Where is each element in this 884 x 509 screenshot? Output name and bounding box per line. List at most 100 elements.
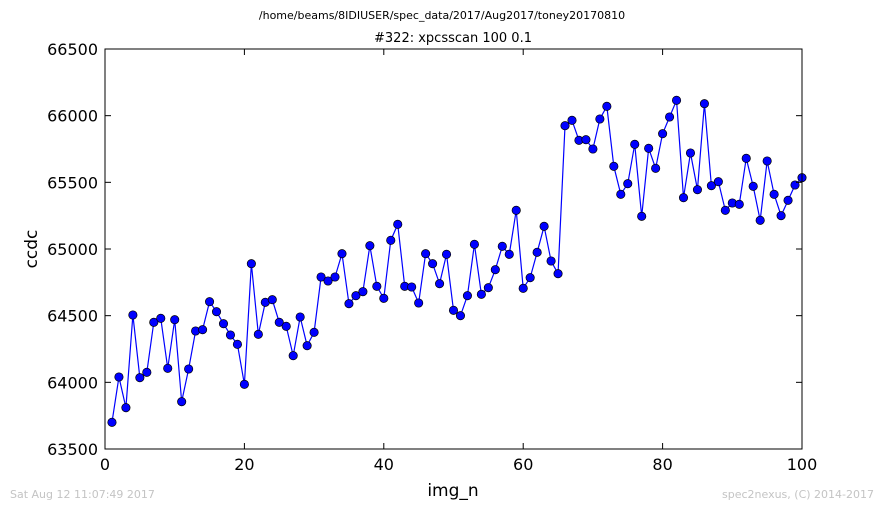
data-point — [351, 291, 361, 301]
data-point — [497, 241, 507, 251]
data-point — [114, 372, 124, 382]
data-point — [602, 101, 612, 111]
data-point — [414, 298, 424, 308]
y-tick-label: 66000 — [47, 107, 98, 126]
chart-title: #322: xpcsscan 100 0.1 — [374, 31, 532, 46]
data-point — [623, 179, 633, 189]
data-point — [504, 249, 514, 259]
data-point — [539, 221, 549, 231]
y-tick-label: 65000 — [47, 240, 98, 259]
data-point — [246, 259, 256, 269]
data-point — [588, 144, 598, 154]
axis-ticks: 0 20 40 60 80 100 63500 64000 64500 65000 65500 660… — [47, 40, 817, 474]
data-point — [616, 189, 626, 199]
data-point — [713, 177, 723, 187]
data-point — [748, 181, 758, 191]
credit-footer: spec2nexus, (C) 2014-2017 — [722, 488, 874, 501]
data-point — [692, 185, 702, 195]
data-point — [790, 180, 800, 190]
y-tick-label: 63500 — [47, 440, 98, 459]
data-point — [198, 325, 208, 335]
data-point — [678, 193, 689, 203]
data-point — [330, 272, 340, 282]
x-tick-label: 60 — [513, 455, 533, 474]
data-point — [170, 315, 180, 325]
data-point — [525, 273, 535, 283]
data-point — [441, 249, 452, 259]
x-tick-label: 80 — [652, 455, 672, 474]
data-point — [783, 195, 793, 205]
data-point — [658, 129, 668, 139]
data-point — [407, 282, 417, 292]
data-point — [288, 351, 298, 361]
data-point — [309, 327, 319, 337]
data-point — [281, 321, 291, 331]
plot-area — [107, 95, 807, 427]
data-point — [483, 283, 493, 293]
data-point — [421, 249, 431, 259]
data-point — [644, 143, 654, 153]
data-point — [665, 112, 675, 122]
data-point — [671, 95, 682, 105]
data-point — [609, 161, 619, 171]
data-point — [699, 99, 709, 109]
data-point — [211, 307, 222, 317]
data-point — [379, 293, 389, 303]
data-point — [386, 235, 396, 245]
data-point — [651, 163, 661, 173]
data-point — [595, 114, 605, 124]
data-point — [553, 269, 563, 279]
data-point — [567, 115, 577, 125]
data-point — [225, 330, 236, 340]
data-point — [630, 139, 640, 149]
data-point — [490, 265, 500, 275]
data-point — [128, 310, 138, 320]
data-point — [316, 272, 326, 282]
x-tick-label: 40 — [374, 455, 394, 474]
data-point — [344, 299, 354, 309]
data-point — [469, 239, 479, 249]
data-point — [274, 317, 284, 327]
data-point — [755, 215, 765, 225]
data-point — [455, 311, 466, 321]
plot-frame — [104, 48, 803, 450]
data-point — [734, 199, 744, 209]
data-point — [295, 312, 305, 322]
data-point — [253, 329, 263, 339]
x-tick-label: 20 — [234, 455, 254, 474]
timestamp-footer: Sat Aug 12 11:07:49 2017 — [10, 488, 155, 501]
data-point — [149, 317, 159, 327]
y-tick-label: 64000 — [47, 373, 98, 392]
data-point — [358, 287, 368, 297]
data-point — [532, 247, 542, 257]
data-point — [177, 397, 187, 407]
y-tick-label: 65500 — [47, 173, 98, 192]
data-point — [205, 297, 215, 307]
data-point — [720, 205, 730, 215]
data-point — [776, 211, 786, 221]
data-point — [156, 313, 166, 323]
data-point — [372, 281, 382, 291]
data-point — [302, 341, 312, 351]
data-point — [135, 373, 145, 383]
figure-suptitle: /home/beams/8IDIUSER/spec_data/2017/Aug2… — [258, 9, 626, 22]
y-tick-label: 64500 — [47, 307, 98, 326]
data-point — [762, 156, 772, 166]
data-point — [428, 259, 438, 269]
data-point — [184, 364, 194, 374]
data-point — [581, 135, 591, 145]
data-point — [435, 279, 445, 289]
data-point — [142, 367, 152, 377]
data-point — [448, 305, 459, 315]
data-point — [239, 379, 249, 389]
data-point — [741, 153, 751, 163]
data-point — [323, 276, 333, 286]
data-point — [518, 283, 528, 293]
data-point — [218, 319, 229, 329]
y-axis-label: ccdc — [22, 230, 42, 269]
data-point — [107, 417, 117, 427]
data-point — [337, 249, 347, 259]
data-point — [267, 295, 277, 305]
data-point — [511, 205, 521, 215]
